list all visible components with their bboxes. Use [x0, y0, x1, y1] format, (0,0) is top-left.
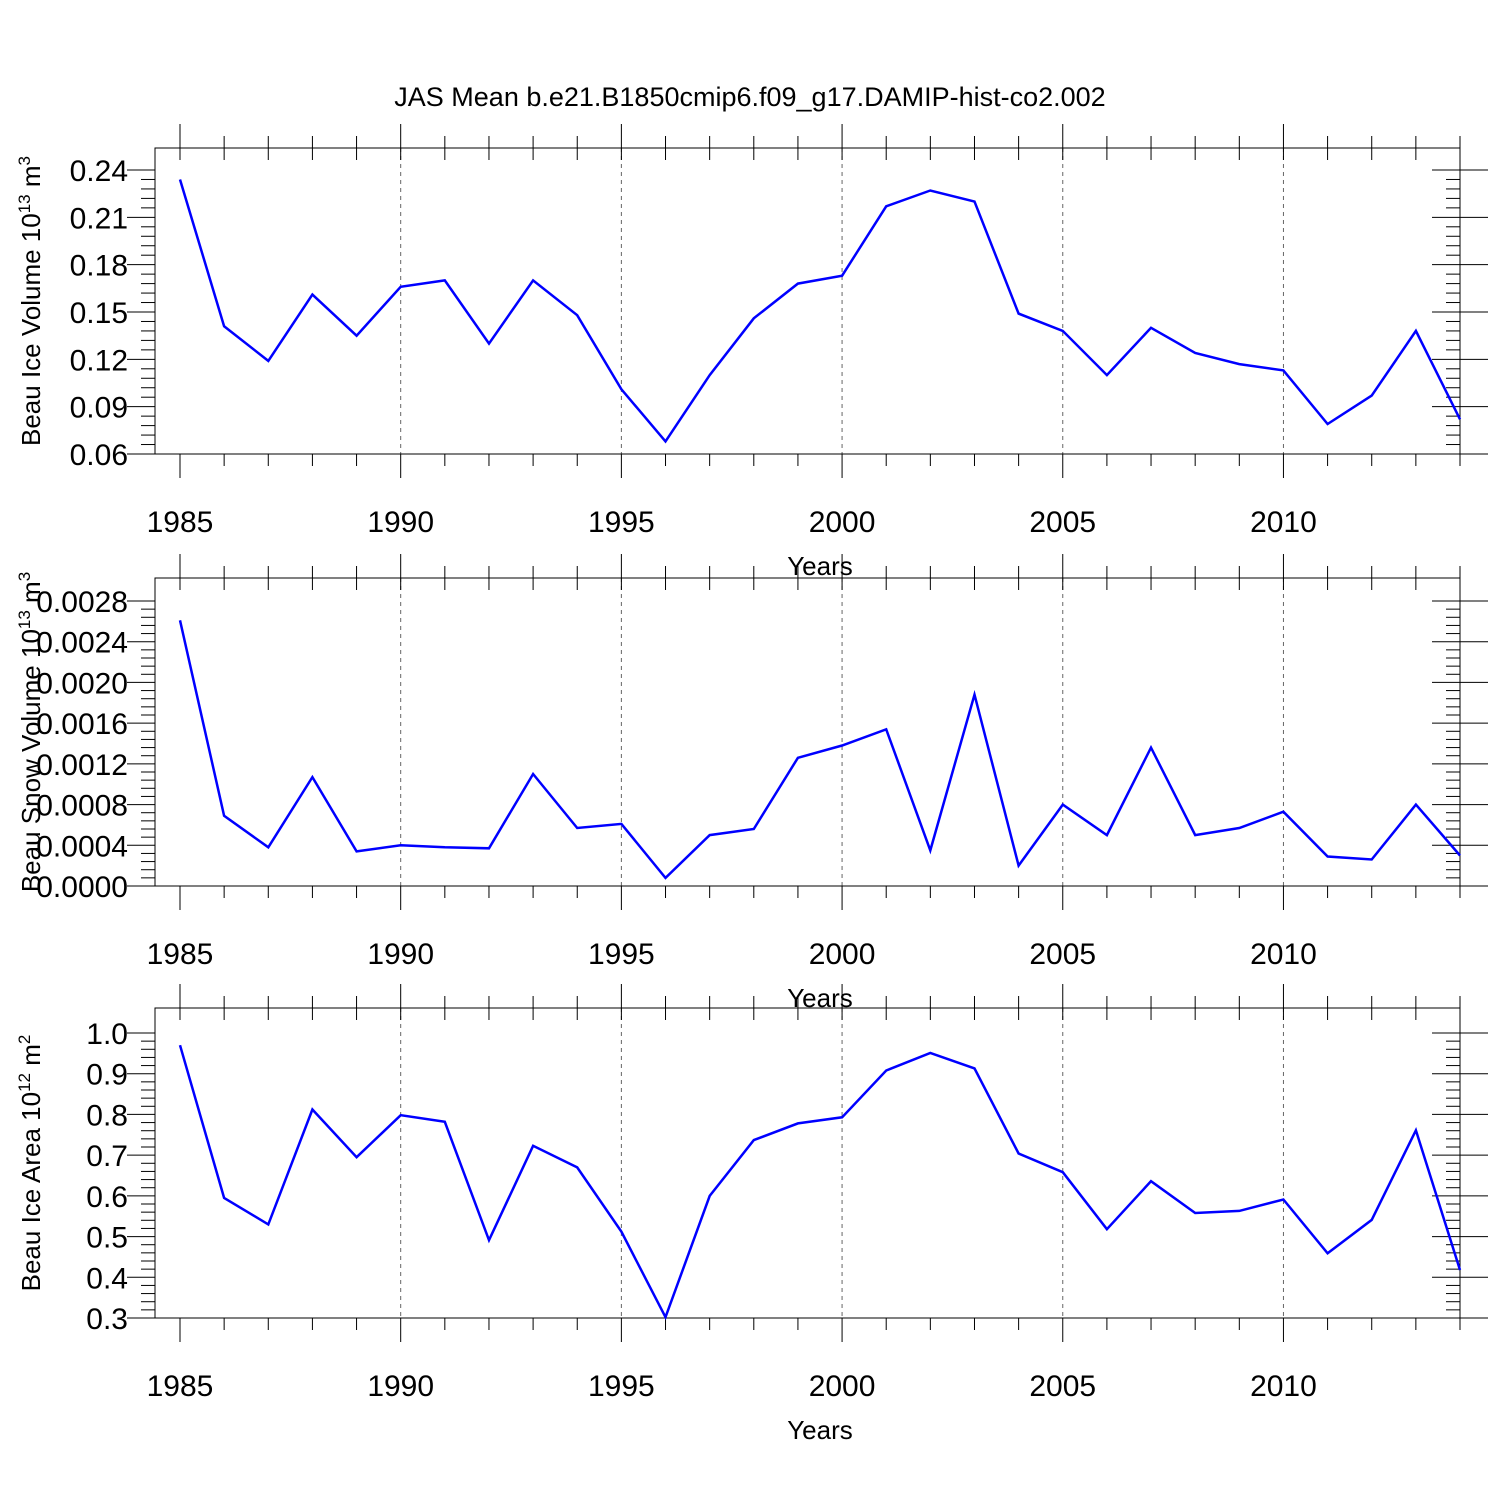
x-tick-label: 1990 [367, 1370, 434, 1403]
y-tick-label: 0.0008 [36, 790, 128, 823]
x-tick-label: 1985 [147, 1370, 214, 1403]
chart-panel-1: 1985 1990 1995 2000 2005 2010 Years 0.06 0.09 0.1… [15, 124, 1488, 581]
y-tick-label: 0.21 [70, 202, 128, 235]
y-axis-label-part: Beau Ice Area 10 [16, 1092, 46, 1291]
y-tick-label: 0.6 [86, 1181, 128, 1214]
y-axis-label-part: Beau Ice Volume 10 [16, 213, 46, 446]
y-axis-label-part: m [16, 581, 46, 610]
y-tick-label: 0.0028 [36, 586, 128, 619]
x-tick-label: 1995 [588, 1370, 655, 1403]
x-axis-label: Years [787, 1415, 853, 1445]
x-tick-label: 2010 [1250, 1370, 1317, 1403]
y-axis-label: Beau Snow Volume 1013 m3 [15, 572, 46, 892]
y-tick-label: 0.18 [70, 250, 128, 283]
x-tick-label: 1990 [367, 938, 434, 971]
series-line [178, 179, 1462, 444]
chart-panel-3: 1985 1990 1995 2000 2005 2010 Years 0.3 0.4 0.5 0.… [15, 984, 1488, 1445]
chart-panel-2: 1985 1990 1995 2000 2005 2010 Years 0.0000 0.000… [15, 554, 1488, 1013]
x-tick-label: 1985 [147, 938, 214, 971]
figure-title: JAS Mean b.e21.B1850cmip6.f09_g17.DAMIP-… [394, 82, 1105, 112]
y-axis-label-part: Beau Snow Volume 10 [16, 629, 46, 892]
y-tick-label: 0.4 [86, 1262, 128, 1295]
y-tick-label: 0.0016 [36, 708, 128, 741]
y-tick-label: 0.15 [70, 297, 128, 330]
y-axis-label: Beau Ice Area 1012 m2 [15, 1035, 46, 1292]
y-tick-label: 0.24 [70, 155, 128, 188]
y-tick-label: 0.0020 [36, 667, 128, 700]
y-tick-label: 0.0000 [36, 871, 128, 904]
y-tick-label: 0.12 [70, 344, 128, 377]
y-axis-label: Beau Ice Volume 1013 m3 [15, 156, 46, 446]
y-axis-label-part: m [16, 165, 46, 194]
y-axis-label-part: 13 [15, 194, 34, 213]
y-tick-label: 0.9 [86, 1059, 128, 1092]
chart-panels: 1985 1990 1995 2000 2005 2010 Years 0.06 0.09 0.1… [15, 124, 1488, 1445]
plot-frame [154, 1007, 1461, 1319]
x-tick-label: 1995 [588, 506, 655, 539]
plot-frame [154, 577, 1461, 887]
y-tick-label: 0.09 [70, 392, 128, 425]
x-tick-label: 2010 [1250, 938, 1317, 971]
x-tick-label: 2005 [1029, 1370, 1096, 1403]
y-axis-label-part: 13 [15, 610, 34, 629]
y-tick-label: 0.5 [86, 1222, 128, 1255]
series-line [178, 620, 1461, 880]
y-axis-label-part: 3 [15, 156, 34, 165]
y-axis-label-part: 2 [15, 1035, 34, 1044]
x-tick-label: 2000 [809, 938, 876, 971]
x-tick-label: 2005 [1029, 506, 1096, 539]
y-tick-label: 0.7 [86, 1140, 128, 1173]
y-tick-label: 1.0 [86, 1018, 128, 1051]
x-tick-label: 1995 [588, 938, 655, 971]
y-tick-label: 0.3 [86, 1303, 128, 1336]
x-tick-label: 1990 [367, 506, 434, 539]
y-tick-label: 0.06 [70, 439, 128, 472]
x-tick-label: 2005 [1029, 938, 1096, 971]
y-axis-label-part: 3 [15, 572, 34, 581]
x-axis-label: Years [787, 551, 853, 581]
y-tick-label: 0.0012 [36, 749, 128, 782]
y-tick-label: 0.0004 [36, 830, 128, 863]
y-axis-label-part: 12 [15, 1073, 34, 1092]
y-axis-label-part: m [16, 1044, 46, 1073]
x-tick-label: 2000 [809, 506, 876, 539]
x-tick-label: 1985 [147, 506, 214, 539]
y-tick-label: 0.0024 [36, 627, 128, 660]
series-line [178, 1044, 1462, 1321]
x-tick-label: 2010 [1250, 506, 1317, 539]
x-tick-label: 2000 [809, 1370, 876, 1403]
y-tick-label: 0.8 [86, 1099, 128, 1132]
plot-frame [154, 147, 1461, 455]
